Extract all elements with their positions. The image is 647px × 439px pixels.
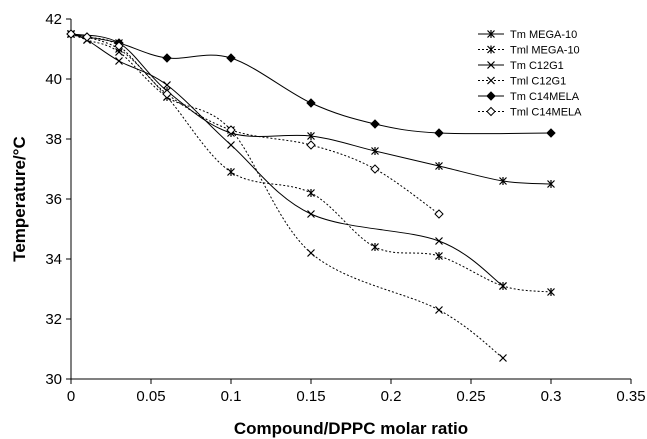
legend-item: Tm C12G1 [478,60,564,72]
data-point [226,53,236,63]
series-5 [66,29,444,219]
legend-label: Tml MEGA-10 [510,45,580,57]
data-point [435,162,443,170]
data-point-stroke [115,57,123,65]
data-point [370,164,380,174]
data-point [435,306,443,314]
x-tick-label: 0.15 [296,388,325,405]
y-tick-label: 40 [45,71,62,88]
data-point [547,288,555,296]
y-tick-label: 32 [45,311,62,328]
legend-marker [486,106,496,117]
data-point [434,128,444,138]
data-point-stroke [307,210,315,218]
legend-marker [487,30,495,38]
data-point [306,140,316,150]
data-point [546,128,556,138]
legend-marker [486,91,496,101]
x-tick-label: 0.35 [616,388,645,405]
data-point [226,125,236,135]
data-point [66,29,76,39]
x-tick-label: 0 [67,388,75,405]
data-point [547,180,555,188]
data-point [162,89,172,99]
legend-label: Tm MEGA-10 [510,29,577,41]
data-point-stroke [163,81,171,89]
series-2 [67,30,507,290]
legend: Tm MEGA-10 Tml MEGA-10 Tm C12G1 Tml C12G1 Tm… [478,29,582,119]
data-point [435,252,443,260]
y-axis-title: Temperature/°C [10,136,29,262]
series-line [70,33,504,359]
legend-marker-stroke [487,76,495,85]
data-point [306,98,316,108]
y-tick-label: 36 [45,191,62,208]
legend-label: Tm C14MELA [510,91,580,103]
legend-item: Tml MEGA-10 [478,45,580,57]
legend-item: Tm MEGA-10 [478,29,577,41]
data-point-stroke [115,48,123,56]
x-tick-label: 0.1 [221,388,242,405]
data-point [227,168,235,176]
data-point [370,119,380,129]
legend-marker [487,61,495,69]
data-point [435,237,443,245]
data-point-stroke [499,354,507,362]
legend-label: Tml C14MELA [510,107,582,119]
legend-label: Tml C12G1 [510,76,566,88]
y-tick-label: 38 [45,131,62,148]
data-point [371,147,379,155]
legend-item: Tml C12G1 [478,76,566,88]
series-line [70,33,440,215]
data-point [115,57,123,65]
x-axis-title: Compound/DPPC molar ratio [234,419,468,438]
x-tick-label: 0.3 [541,388,562,405]
legend-item: Tml C14MELA [478,107,582,119]
series-4 [66,29,556,138]
series-0 [67,30,555,188]
data-point [307,249,315,257]
data-point [307,210,315,218]
data-point [499,177,507,185]
series-line [70,33,552,185]
x-tick-label: 0.2 [381,388,402,405]
data-point [499,354,507,362]
data-point [499,282,507,290]
data-point [371,243,379,251]
data-point [82,32,92,42]
plot-area [70,19,631,380]
data-point [162,53,172,63]
y-axis-ticks: 30 32 34 36 38 40 42 [45,11,71,388]
series-3 [67,30,507,362]
x-tick-label: 0.05 [136,388,165,405]
y-tick-label: 30 [45,371,62,388]
legend-marker-stroke [487,61,495,69]
y-tick-label: 42 [45,11,62,28]
legend-item: Tm C14MELA [478,91,580,103]
data-point [115,48,123,56]
data-point-stroke [435,306,443,314]
series-layer [66,29,556,362]
data-point [307,189,315,197]
data-point [227,141,235,149]
legend-marker [487,76,495,85]
data-point-stroke [435,237,443,245]
data-point [114,41,124,51]
legend-marker [487,45,495,54]
x-tick-label: 0.25 [456,388,485,405]
legend-label: Tm C12G1 [510,60,564,72]
y-tick-label: 34 [45,251,62,268]
series-line [70,33,552,135]
x-axis-ticks: 0 0.05 0.1 0.15 0.2 0.25 0.3 0.35 [67,379,646,405]
series-line [70,33,504,287]
data-point-stroke [227,141,235,149]
data-point [307,132,315,140]
data-point-stroke [499,282,507,290]
data-point [163,81,171,89]
data-point [434,209,444,219]
data-point-stroke [307,249,315,257]
